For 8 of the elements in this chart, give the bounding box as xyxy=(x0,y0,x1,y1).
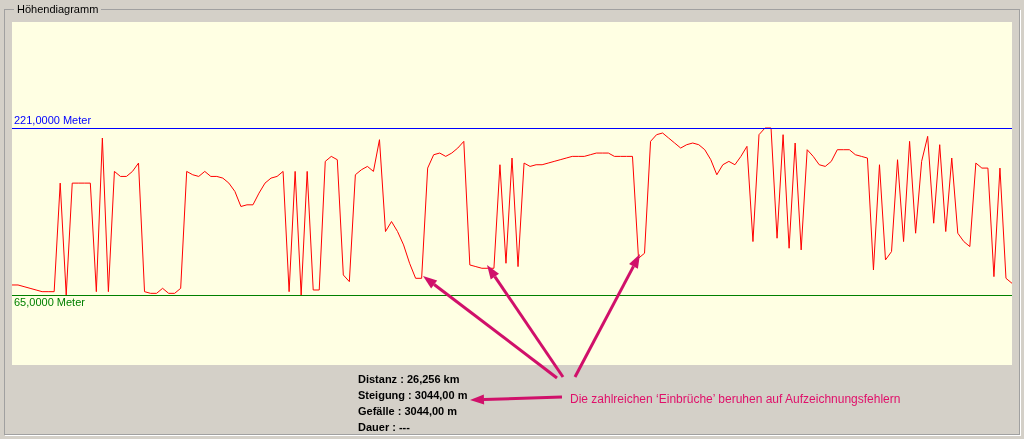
text: Gefälle : 3044,00 m xyxy=(358,404,459,419)
text: Dauer : --- xyxy=(358,420,411,435)
text: Steigung : 3044,00 m xyxy=(358,388,468,403)
chart-title: Höhendiagramm xyxy=(14,3,102,15)
ref-line-label: 221,0000 Meter xyxy=(14,114,92,127)
text: Die zahlreichen ‘Einbrüche’ beruhen auf Aufzeichnungsfehlern xyxy=(570,392,901,406)
text: Distanz : 26,256 km xyxy=(358,372,461,387)
ref-line-label: 65,0000 Meter xyxy=(14,296,86,309)
